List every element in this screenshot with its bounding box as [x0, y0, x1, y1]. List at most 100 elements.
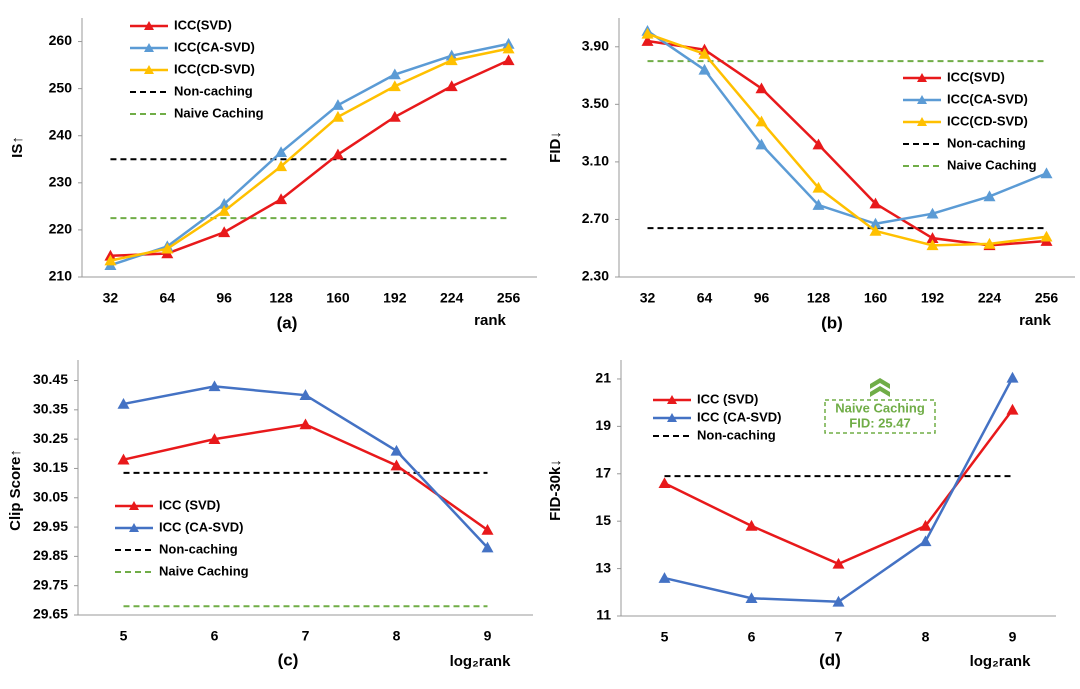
x-tick-label: 160: [864, 290, 888, 306]
point-marker: [208, 380, 221, 392]
point-marker: [445, 54, 458, 66]
legend-marker: [144, 43, 154, 52]
point-marker: [745, 519, 758, 531]
series-line: [123, 423, 489, 532]
point-marker: [832, 557, 845, 569]
y-axis-label: IS↑: [9, 136, 26, 158]
point-marker: [869, 217, 882, 229]
x-tick-label: 192: [383, 290, 407, 306]
point-marker: [926, 232, 939, 243]
series-line: [110, 47, 509, 262]
y-tick-label: 3.50: [582, 95, 609, 111]
point-marker: [161, 242, 174, 254]
point-marker: [331, 99, 344, 110]
point-marker: [390, 459, 403, 471]
y-tick-label: 29.65: [33, 606, 68, 622]
y-tick-label: 30.25: [33, 430, 68, 446]
y-tick-label: 21: [595, 370, 611, 386]
point-marker: [658, 572, 671, 583]
legend-marker: [917, 73, 927, 82]
point-marker: [331, 110, 344, 122]
series-line: [647, 32, 1047, 247]
x-tick-label: 9: [1009, 629, 1017, 645]
annotation-arrow: [870, 378, 890, 397]
annotation-box: [824, 399, 936, 434]
y-tick-label: 30.15: [33, 459, 68, 475]
x-tick-label: 96: [216, 290, 232, 306]
point-marker: [117, 453, 130, 465]
legend-marker: [917, 95, 927, 104]
x-tick-label: 256: [1035, 290, 1059, 306]
legend-label: Naive Caching: [174, 105, 264, 120]
point-marker: [812, 199, 825, 210]
point-marker: [926, 207, 939, 219]
point-marker: [755, 138, 768, 150]
x-tick-label: 224: [440, 290, 464, 306]
legend-label: ICC(SVD): [947, 69, 1005, 84]
legend-marker: [129, 501, 139, 510]
point-marker: [104, 254, 117, 266]
x-tick-label: 64: [160, 290, 176, 306]
legend-label: ICC (CA-SVD): [159, 519, 244, 534]
panel: 210 220 230 240 250 260 32 64 96 128 160 192 224 256 I…: [9, 17, 537, 332]
point-marker: [926, 239, 939, 251]
x-tick-label: 128: [269, 290, 293, 306]
x-tick-label: 8: [393, 628, 401, 644]
legend-label: Non-caching: [947, 135, 1026, 150]
point-marker: [745, 592, 758, 604]
x-tick-label: 7: [835, 629, 843, 645]
point-marker: [218, 198, 231, 209]
point-marker: [299, 389, 312, 400]
legend-marker: [144, 65, 154, 74]
y-axis-label: FID↓: [547, 131, 564, 163]
point-marker: [1040, 167, 1053, 179]
point-marker: [983, 190, 996, 202]
y-tick-label: 260: [49, 32, 73, 48]
point-marker: [755, 82, 768, 94]
legend-label: ICC (CA-SVD): [697, 409, 782, 424]
y-tick-label: 19: [595, 417, 611, 433]
y-tick-label: 230: [49, 174, 73, 190]
y-tick-label: 29.75: [33, 576, 68, 592]
legend-label: ICC(CD-SVD): [947, 113, 1028, 128]
y-tick-label: 3.10: [582, 153, 609, 169]
legend-label: ICC(SVD): [174, 17, 232, 32]
point-marker: [755, 115, 768, 127]
y-tick-label: 29.95: [33, 518, 68, 534]
point-marker: [983, 237, 996, 249]
point-marker: [1040, 230, 1053, 242]
point-marker: [502, 54, 515, 66]
legend-marker: [144, 21, 154, 30]
y-tick-label: 240: [49, 126, 73, 142]
point-marker: [275, 146, 288, 158]
legend-label: ICC (SVD): [159, 497, 220, 512]
point-marker: [812, 181, 825, 193]
point-marker: [919, 535, 932, 547]
y-tick-label: 210: [49, 268, 73, 284]
point-marker: [1006, 371, 1019, 383]
y-tick-label: 13: [595, 559, 611, 575]
panel: 11 13 15 17 19 21 5 6 7 8 9 FID-30k↓ log₂rank (d) ICC …: [547, 360, 1056, 670]
point-marker: [208, 433, 221, 444]
point-marker: [698, 47, 711, 59]
x-axis-label: log₂rank: [970, 653, 1032, 670]
point-marker: [299, 418, 312, 430]
y-tick-label: 15: [595, 512, 611, 528]
point-marker: [388, 80, 401, 92]
x-axis-label: rank: [1019, 312, 1051, 329]
point-marker: [658, 477, 671, 489]
point-marker: [445, 80, 458, 92]
legend-label: ICC (SVD): [697, 391, 758, 406]
caption: (a): [277, 313, 298, 332]
legend-label: Naive Caching: [159, 563, 249, 578]
x-tick-label: 96: [754, 290, 770, 306]
x-tick-label: 64: [697, 290, 713, 306]
point-marker: [481, 541, 494, 553]
legend-marker: [917, 117, 927, 126]
legend-label: Naive Caching: [947, 157, 1037, 172]
y-tick-label: 30.45: [33, 371, 68, 387]
panel: 2.30 2.70 3.10 3.50 3.90 32 64 96 128 160 192 224 25…: [547, 18, 1075, 332]
y-axis-label: Clip Score↑: [7, 449, 24, 531]
x-tick-label: 256: [497, 290, 521, 306]
